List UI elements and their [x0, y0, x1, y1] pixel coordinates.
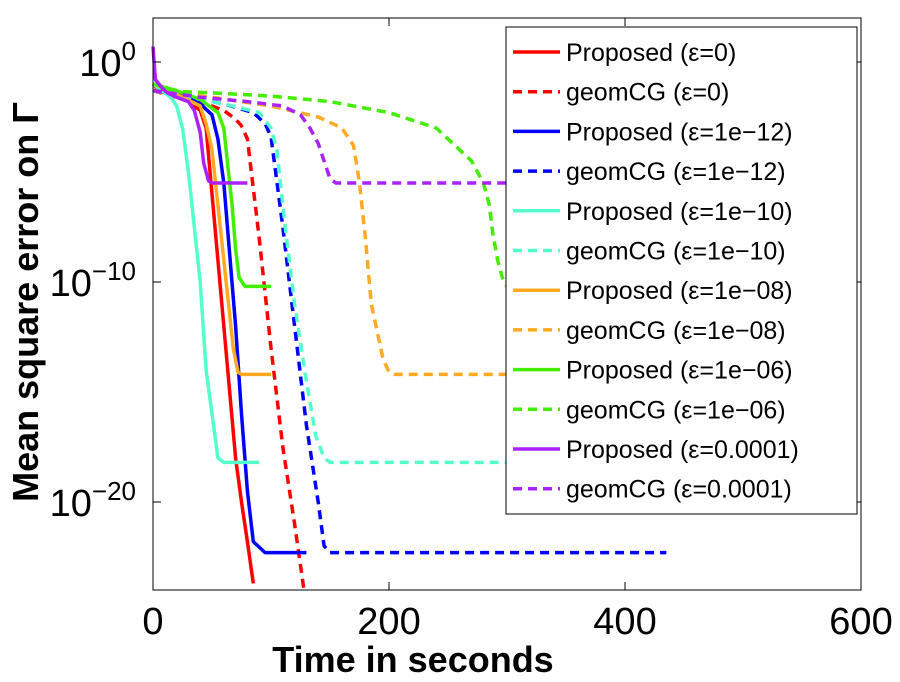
- legend: Proposed (ε=0) geomCG (ε=0) Proposed (ε=1e…: [505, 26, 858, 515]
- legend-label-4: geomCG (ε=1e−12): [566, 158, 786, 186]
- y-tick-label: 10−20: [50, 476, 136, 525]
- series-line-5: [151, 82, 260, 465]
- series-line-12: [152, 88, 661, 185]
- x-tick-label: 0: [142, 601, 163, 643]
- legend-label-12: geomCG (ε=0.0001): [566, 476, 792, 504]
- y-tick-label: 100: [79, 36, 136, 85]
- legend-label-8: geomCG (ε=1e−08): [566, 317, 786, 345]
- legend-label-11: Proposed (ε=0.0001): [566, 436, 799, 464]
- legend-label-9: Proposed (ε=1e−06): [566, 357, 793, 385]
- plot-frame: [152, 17, 862, 591]
- y-tick-labels: 100 10−10 10−20: [50, 36, 136, 525]
- legend-entries: Proposed (ε=0) geomCG (ε=0) Proposed (ε=1e…: [513, 39, 799, 504]
- legend-box: [505, 26, 858, 515]
- series-line-7: [152, 82, 271, 377]
- legend-label-5: Proposed (ε=1e−10): [566, 198, 793, 226]
- legend-label-6: geomCG (ε=1e−10): [566, 238, 786, 266]
- series-line-6: [152, 88, 661, 465]
- x-axis-title: Time in seconds: [272, 639, 553, 680]
- x-tick-label: 200: [357, 601, 420, 643]
- x-tick-label: 400: [593, 601, 656, 643]
- legend-label-10: geomCG (ε=1e−06): [566, 396, 786, 424]
- legend-label-2: geomCG (ε=0): [566, 79, 729, 107]
- series-line-11: [151, 46, 248, 185]
- series-layer: [151, 46, 667, 591]
- y-axis-title: Mean square error on Γ: [5, 102, 46, 502]
- legend-label-7: Proposed (ε=1e−08): [566, 277, 793, 305]
- legend-label-1: Proposed (ε=0): [566, 39, 736, 67]
- series-line-9: [152, 82, 271, 289]
- y-tick-label: 10−10: [50, 256, 136, 305]
- legend-label-3: Proposed (ε=1e−12): [566, 118, 793, 146]
- series-line-4: [152, 88, 667, 555]
- x-tick-label: 600: [829, 601, 892, 643]
- x-tick-labels: 0 200 400 600: [142, 601, 892, 643]
